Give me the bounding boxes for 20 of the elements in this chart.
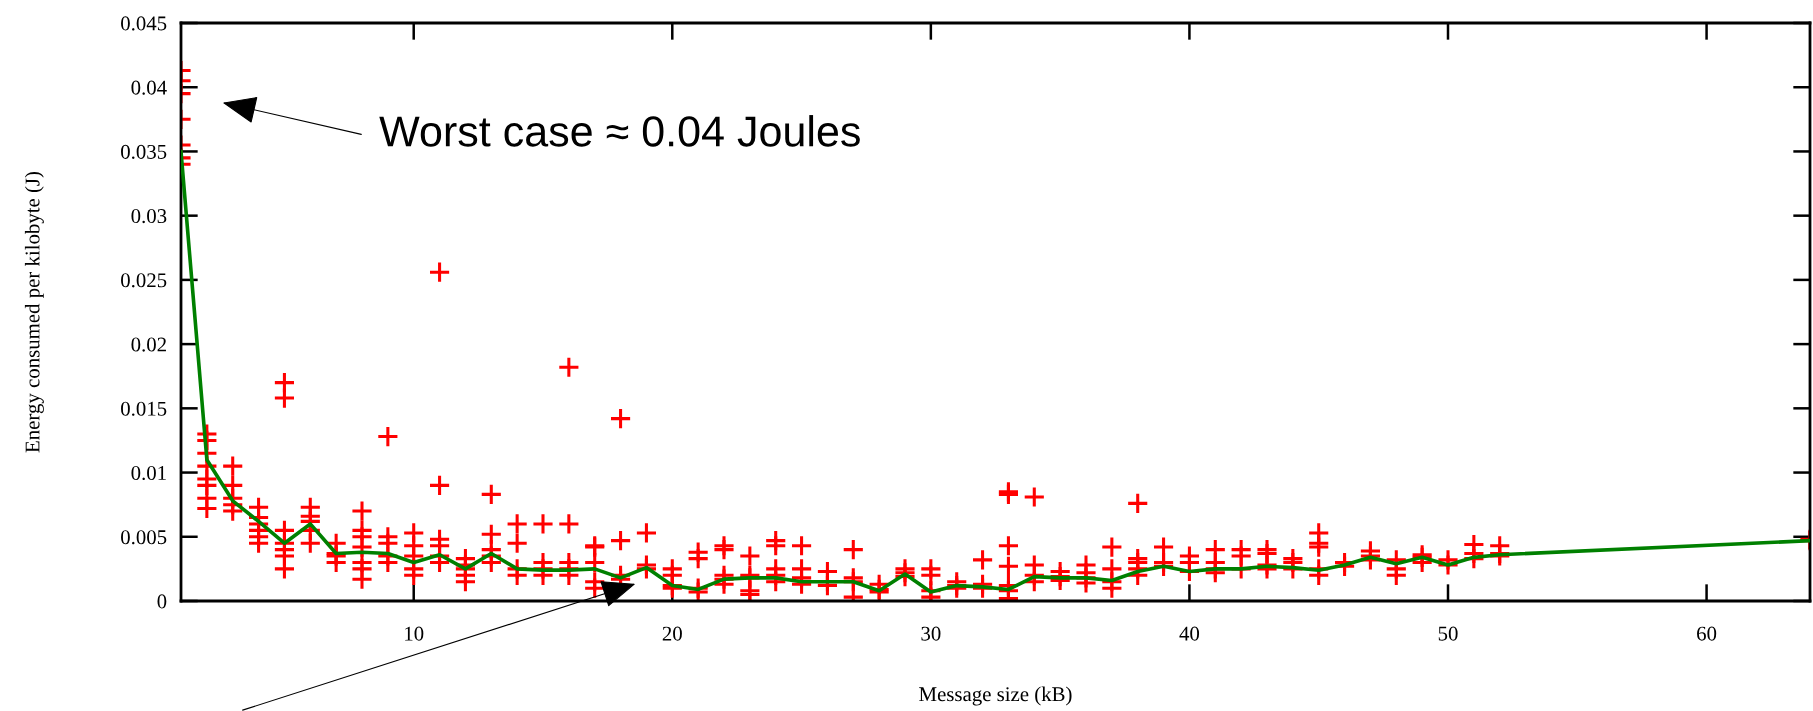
x-tick-label: 60 (1697, 626, 1717, 641)
y-tick-label: 0.03 (131, 209, 167, 224)
x-tick-label: 10 (405, 626, 424, 641)
y-tick-label: 0 (157, 594, 167, 609)
y-axis-title: Energy consumed per kilobyte (J) (24, 171, 44, 453)
y-tick-label: 0.025 (121, 273, 167, 288)
x-tick-label: 20 (662, 626, 682, 641)
y-tick-label: 0.035 (121, 144, 167, 159)
x-tick-label: 50 (1438, 626, 1458, 641)
y-tick-label: 0.04 (131, 80, 167, 95)
y-tick-label: 0.015 (121, 401, 167, 416)
x-axis-title: Message size (kB) (919, 686, 1072, 706)
y-tick-label: 0.005 (121, 530, 167, 545)
y-tick-label: 0.01 (131, 465, 166, 481)
y-tick-label: 0.02 (131, 337, 166, 352)
x-tick-label: 30 (921, 626, 941, 641)
line-series (181, 149, 1810, 594)
y-tick-label: 0.045 (121, 16, 167, 31)
x-tick-label: 40 (1179, 626, 1200, 641)
annotation: Worst case ≈ 0.04 Joules (379, 115, 860, 147)
